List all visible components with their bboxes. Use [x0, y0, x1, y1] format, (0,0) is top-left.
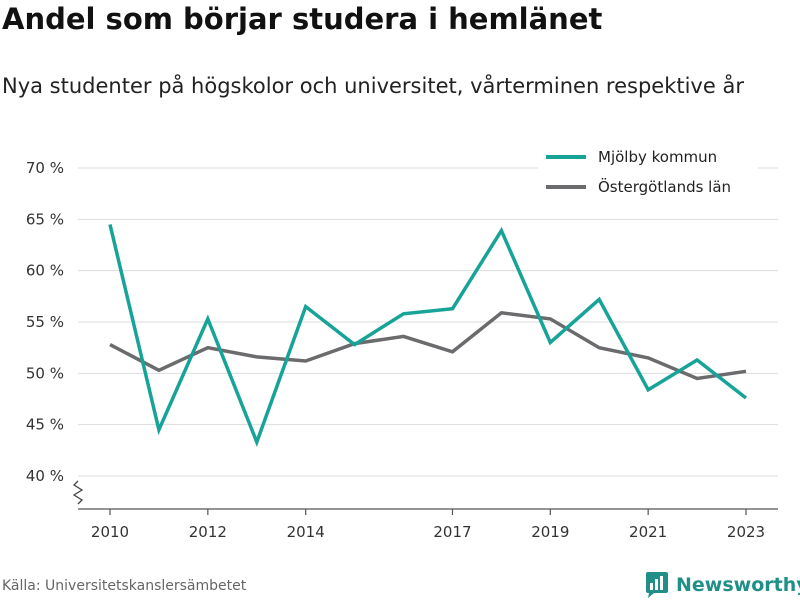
y-tick-label: 65 %	[26, 210, 64, 228]
axis-break-icon	[72, 480, 84, 505]
x-tick-label: 2014	[287, 523, 325, 541]
x-tick-label: 2023	[727, 523, 765, 541]
y-tick-label: 70 %	[26, 159, 64, 177]
source-note: Källa: Universitetskanslersämbetet	[2, 578, 247, 594]
x-axis-ticks: 2010 2012 2014 2017 2019 2021 2023	[91, 509, 765, 541]
series-line-mjolby	[108, 224, 748, 448]
line-chart: 40 %45 %50 %55 %60 %65 %70 % 2010 2012 201…	[25, 142, 778, 541]
series-line-ostergotland	[109, 310, 747, 381]
y-axis-ticks: 40 % 45 % 50 % 55 % 60 % 65 % 70 %	[26, 159, 64, 485]
legend-label: Mjölby kommun	[598, 148, 717, 166]
legend-background	[538, 142, 758, 204]
x-tick-label: 2017	[433, 523, 471, 541]
brand-name: Newsworthy	[676, 574, 800, 596]
x-tick-label: 2010	[91, 523, 129, 541]
legend: Mjölby kommun Östergötlands län	[538, 142, 758, 204]
y-tick-label: 45 %	[26, 416, 64, 434]
x-axis	[72, 480, 778, 510]
chart-title: Andel som börjar studera i hemlänet	[2, 2, 603, 36]
y-tick-label: 40 %	[26, 467, 64, 485]
x-tick-label: 2021	[629, 523, 667, 541]
y-tick-label: 55 %	[26, 313, 64, 331]
legend-label: Östergötlands län	[598, 177, 731, 196]
series-lines	[108, 224, 748, 448]
chart-subtitle: Nya studenter på högskolor och universit…	[2, 74, 744, 98]
brand-logo: Newsworthy	[644, 570, 800, 600]
x-tick-label: 2012	[189, 523, 227, 541]
grid-lines	[78, 167, 778, 477]
x-tick-label: 2019	[531, 523, 569, 541]
y-tick-label: 60 %	[26, 262, 64, 280]
y-tick-label: 50 %	[26, 364, 64, 382]
newsworthy-logo-icon	[646, 572, 668, 598]
